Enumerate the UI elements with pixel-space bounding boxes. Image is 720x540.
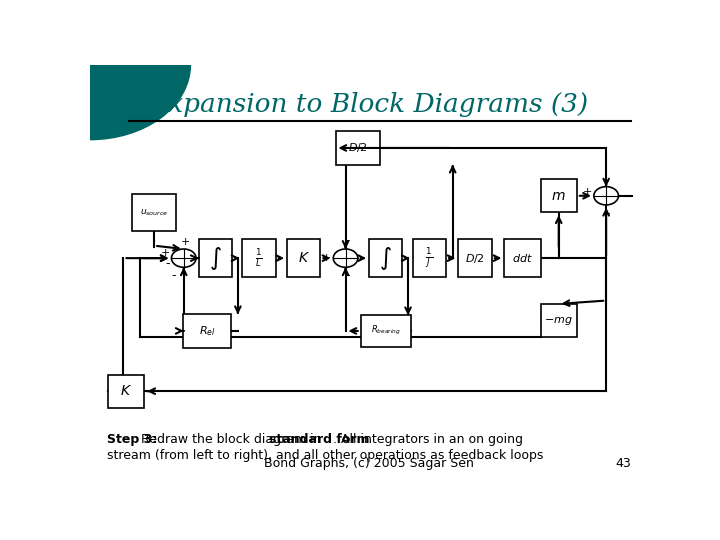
Text: standard form: standard form — [269, 433, 369, 446]
Bar — [108, 375, 145, 408]
Text: +: + — [181, 237, 190, 247]
Bar — [132, 194, 176, 231]
Text: $\frac{1}{J}$: $\frac{1}{J}$ — [426, 246, 433, 270]
Bar — [287, 239, 320, 277]
Text: -: - — [166, 256, 170, 269]
Text: Redraw the block diagram in: Redraw the block diagram in — [141, 433, 326, 446]
Bar — [361, 315, 411, 347]
Bar — [541, 304, 577, 337]
Bar — [369, 239, 402, 277]
Text: Step 3:: Step 3: — [107, 433, 161, 446]
Text: $K$: $K$ — [297, 251, 310, 265]
Text: $-mg$: $-mg$ — [544, 314, 573, 327]
Text: $D/2$: $D/2$ — [465, 252, 485, 265]
Text: $R_{el}$: $R_{el}$ — [199, 324, 215, 338]
Circle shape — [594, 187, 618, 205]
Text: . All integrators in an on going: . All integrators in an on going — [333, 433, 523, 446]
Bar — [541, 179, 577, 212]
Bar — [458, 239, 492, 277]
Text: $R_{bearing}$: $R_{bearing}$ — [371, 325, 401, 338]
Text: +: + — [582, 187, 593, 197]
Bar — [243, 239, 276, 277]
Bar — [184, 314, 231, 348]
Circle shape — [171, 249, 196, 267]
Text: +: + — [323, 253, 332, 263]
Text: Bond Graphs, (c) 2005 Sagar Sen: Bond Graphs, (c) 2005 Sagar Sen — [264, 457, 474, 470]
Text: stream (from left to right), and all other operations as feedback loops: stream (from left to right), and all oth… — [107, 449, 543, 462]
Text: $\int$: $\int$ — [379, 245, 392, 272]
Text: $D/2$: $D/2$ — [348, 141, 368, 154]
Text: -: - — [606, 207, 610, 220]
Bar — [336, 131, 380, 165]
Text: $m$: $m$ — [552, 189, 566, 203]
Text: -: - — [345, 234, 349, 247]
Text: -: - — [345, 269, 349, 282]
Bar — [413, 239, 446, 277]
Text: -: - — [171, 269, 176, 282]
Text: $u_{source}$: $u_{source}$ — [140, 207, 168, 218]
Text: 43: 43 — [616, 457, 631, 470]
Text: $ddt$: $ddt$ — [512, 252, 533, 264]
Text: $\frac{1}{L}$: $\frac{1}{L}$ — [256, 247, 263, 269]
Text: $K$: $K$ — [120, 384, 132, 398]
Text: +: + — [161, 248, 170, 258]
Text: Expansion to Block Diagrams (3): Expansion to Block Diagrams (3) — [150, 92, 588, 117]
Wedge shape — [90, 65, 190, 140]
Bar — [199, 239, 233, 277]
Text: $\int$: $\int$ — [209, 245, 222, 272]
Bar — [504, 239, 541, 277]
Circle shape — [333, 249, 358, 267]
